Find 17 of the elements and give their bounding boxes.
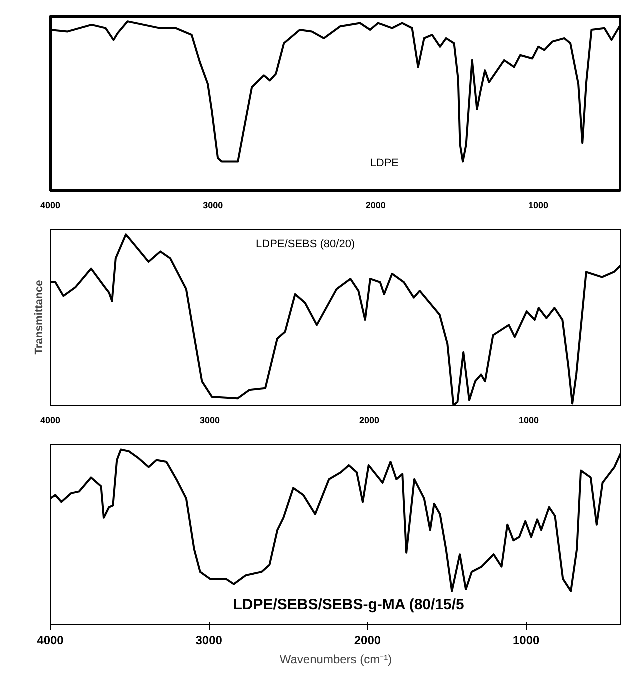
x-tick-label: 4000 bbox=[37, 634, 64, 648]
annotation: LDPE bbox=[370, 158, 400, 170]
x-tick-label: 1000 bbox=[512, 634, 540, 648]
annotation: LDPE/SEBS/SEBS-g-MA (80/15/5 bbox=[233, 596, 464, 614]
x-tick-label: 3000 bbox=[196, 634, 223, 648]
x-tick-label: 3000 bbox=[203, 200, 224, 210]
x-tick-label: 2000 bbox=[359, 416, 380, 426]
x-tick-label: 1000 bbox=[518, 416, 540, 426]
x-axis-title: Wavenumbers (cm⁻¹) bbox=[280, 652, 392, 666]
y-axis-title: Transmittance bbox=[34, 280, 46, 355]
annotation: LDPE/SEBS (80/20) bbox=[256, 238, 356, 251]
x-tick-label: 1000 bbox=[528, 200, 549, 210]
x-tick-label: 4000 bbox=[40, 200, 61, 210]
x-tick-label: 3000 bbox=[200, 416, 220, 426]
x-tick-label: 2000 bbox=[366, 200, 386, 210]
x-tick-label: 4000 bbox=[40, 416, 61, 426]
x-tick-label: 2000 bbox=[354, 634, 382, 648]
